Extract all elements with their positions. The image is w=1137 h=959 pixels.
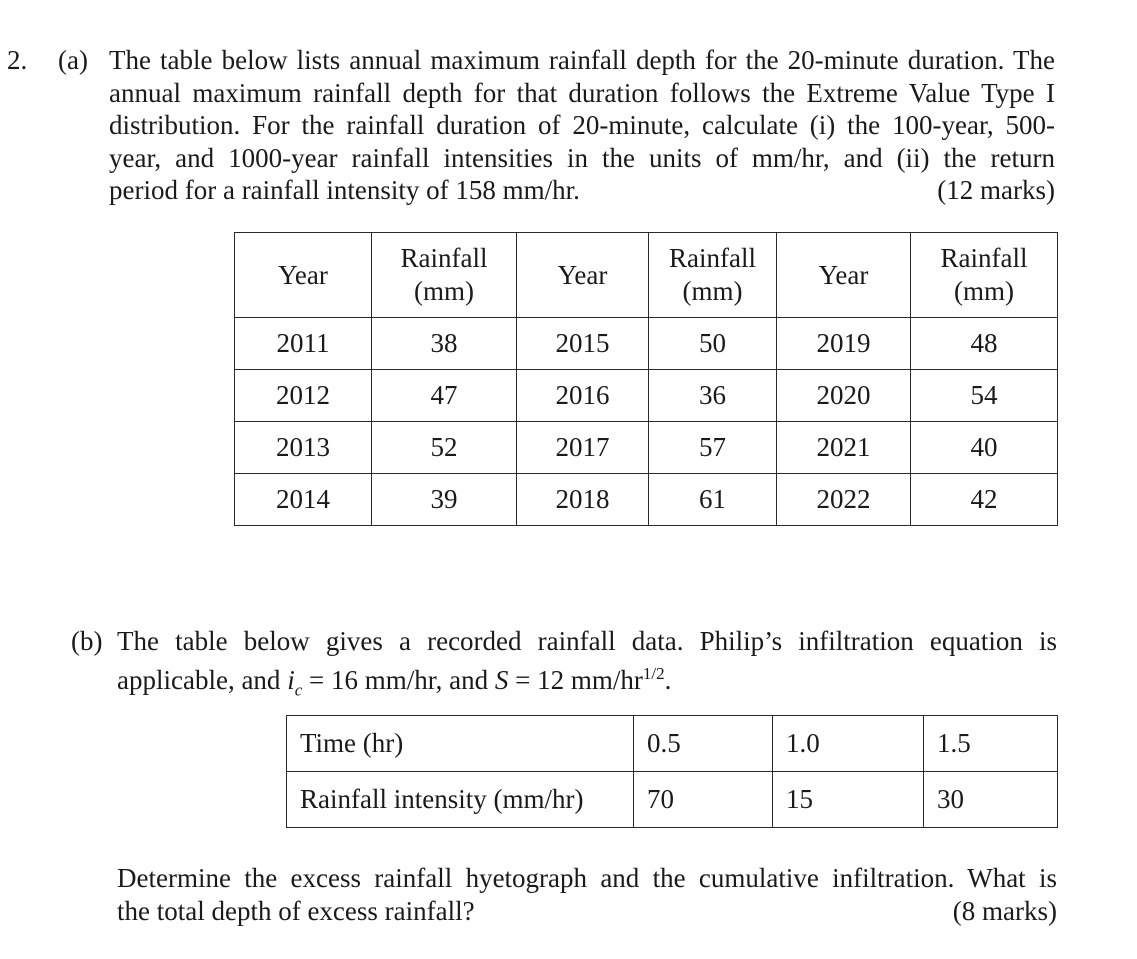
table-cell: 2018 — [516, 473, 649, 526]
table-cell: 38 — [371, 317, 517, 370]
table-cell: 2020 — [776, 369, 911, 422]
rainfall-table: Year Rainfall (mm) Year Rainfall (mm) Year… — [234, 232, 1058, 526]
part-a-line-5: period for a rainfall intensity of 158 m… — [109, 175, 580, 205]
header-year-1: Year — [234, 232, 372, 318]
part-b-label: (b) — [71, 626, 103, 656]
s-exponent: 1/2 — [642, 663, 665, 683]
table-cell: 2017 — [516, 421, 649, 474]
table-cell: 2012 — [234, 369, 372, 422]
part-a-line-1: The table below lists annual maximum rai… — [109, 45, 1055, 75]
table-cell: 42 — [910, 473, 1058, 526]
table-cell: 2016 — [516, 369, 649, 422]
table-cell: 70 — [633, 771, 773, 828]
part-a-text: The table below lists annual maximum rai… — [109, 44, 1055, 207]
table-cell: 57 — [648, 421, 777, 474]
table-cell: 39 — [371, 473, 517, 526]
table-cell: 2011 — [234, 317, 372, 370]
header-rainfall-2: Rainfall (mm) — [648, 232, 777, 318]
header-year-3: Year — [776, 232, 911, 318]
table-cell: 2021 — [776, 421, 911, 474]
part-a-line-3: distribution. For the rainfall duration … — [109, 110, 1055, 140]
table-row: 2012 47 2016 36 2020 54 — [234, 369, 1058, 422]
table-cell: 0.5 — [633, 715, 773, 772]
part-a-last-line: period for a rainfall intensity of 158 m… — [109, 174, 1055, 207]
part-a-line-2: annual maximum rainfall depth for that d… — [109, 77, 1055, 108]
rainfall-table-header-row: Year Rainfall (mm) Year Rainfall (mm) Year… — [234, 232, 1058, 318]
part-b-marks: (8 marks) — [952, 895, 1057, 926]
table-cell: 15 — [772, 771, 924, 828]
header-rainfall-3: Rainfall (mm) — [910, 232, 1058, 318]
table-cell: 2022 — [776, 473, 911, 526]
table-cell: 47 — [371, 369, 517, 422]
s-symbol: S — [494, 664, 509, 695]
part-b-last-line: the total depth of excess rainfall? (8 m… — [117, 895, 1057, 928]
table-cell: 2015 — [516, 317, 649, 370]
table-cell: 36 — [648, 369, 777, 422]
question-number: 2. — [7, 45, 28, 75]
table-row: Time (hr) 0.5 1.0 1.5 — [286, 715, 1058, 772]
row-label-intensity: Rainfall intensity (mm/hr) — [286, 771, 634, 828]
table-cell: 2019 — [776, 317, 911, 370]
table-cell: 1.5 — [923, 715, 1058, 772]
part-a-line-4: year, and 1000-year rainfall intensities… — [109, 142, 1055, 173]
table-cell: 50 — [648, 317, 777, 370]
part-b-question: Determine the excess rainfall hyetograph… — [117, 862, 1057, 927]
part-b-line-2: applicable, and ic = 16 mm/hr, and S = 1… — [117, 663, 672, 699]
part-a-marks: (12 marks) — [937, 175, 1055, 205]
table-cell: 40 — [910, 421, 1058, 474]
table-cell: 1.0 — [772, 715, 924, 772]
part-b-question-line-1: Determine the excess rainfall hyetograph… — [117, 863, 1057, 893]
table-cell: 2013 — [234, 421, 372, 474]
part-a-label: (a) — [58, 45, 88, 75]
table-row: Rainfall intensity (mm/hr) 70 15 30 — [286, 771, 1058, 828]
table-cell: 48 — [910, 317, 1058, 370]
header-year-2: Year — [516, 232, 649, 318]
table-row: 2013 52 2017 57 2021 40 — [234, 421, 1058, 474]
row-label-time: Time (hr) — [286, 715, 634, 772]
part-b-line-1: The table below gives a recorded rainfal… — [117, 626, 1057, 656]
part-b-text: The table below gives a recorded rainfal… — [117, 625, 1057, 706]
table-cell: 2014 — [234, 473, 372, 526]
part-b-question-line-2: the total depth of excess rainfall? — [117, 895, 475, 926]
header-rainfall-1: Rainfall (mm) — [371, 232, 517, 318]
ic-symbol: ic — [287, 664, 303, 699]
table-cell: 54 — [910, 369, 1058, 422]
table-cell: 61 — [648, 473, 777, 526]
table-cell: 52 — [371, 421, 517, 474]
table-cell: 30 — [923, 771, 1058, 828]
table-row: 2011 38 2015 50 2019 48 — [234, 317, 1058, 370]
rainfall-intensity-table: Time (hr) 0.5 1.0 1.5 Rainfall intensity… — [286, 715, 1058, 828]
table-row: 2014 39 2018 61 2022 42 — [234, 473, 1058, 526]
